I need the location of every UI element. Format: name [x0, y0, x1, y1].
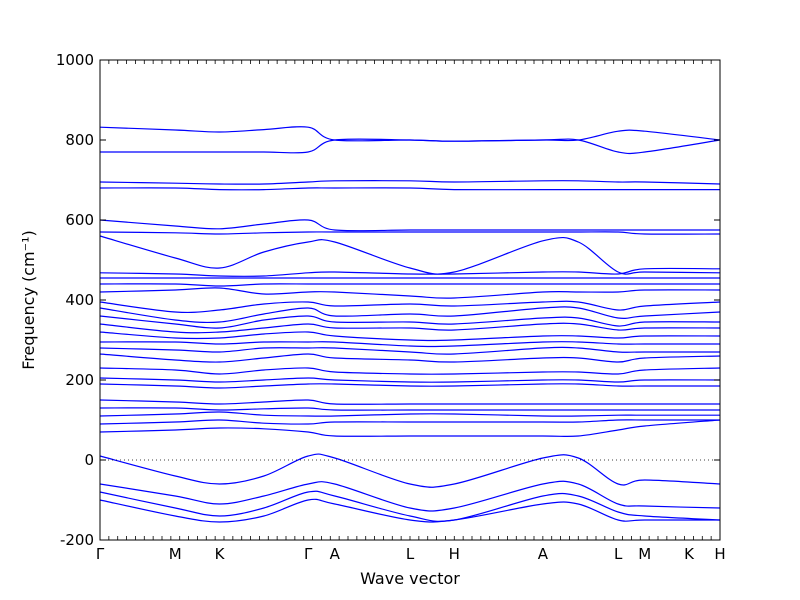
x-tick-label: A	[538, 545, 549, 563]
band-line	[99, 126, 721, 142]
band-line	[99, 235, 721, 275]
y-axis-label: Frequency (cm⁻¹)	[19, 230, 38, 369]
x-tick-label: L	[406, 545, 415, 563]
band-line	[99, 180, 721, 185]
band-line	[99, 306, 721, 324]
band-lines	[99, 126, 721, 523]
band-line	[99, 267, 721, 277]
band-line	[99, 341, 720, 348]
band-line	[99, 419, 720, 425]
band-line	[99, 219, 720, 232]
x-tick-label: M	[638, 545, 651, 563]
band-line	[99, 283, 720, 287]
x-tick-label: K	[684, 545, 695, 563]
y-tick-label: 600	[65, 211, 94, 229]
band-line	[99, 322, 721, 334]
x-tick-label: Γ	[96, 545, 105, 563]
x-tick-label: A	[330, 545, 341, 563]
band-line	[99, 498, 720, 523]
x-tick-label: H	[714, 545, 725, 563]
y-tick-label: -200	[60, 531, 94, 549]
band-line	[99, 300, 721, 314]
band-line	[99, 231, 721, 235]
x-tick-label: M	[169, 545, 182, 563]
band-line	[99, 353, 721, 363]
band-line	[99, 367, 721, 375]
plot-frame	[99, 59, 721, 541]
band-line	[99, 419, 721, 438]
band-line	[99, 187, 720, 191]
x-tick-label: K	[215, 545, 226, 563]
band-line	[99, 480, 721, 512]
band-line	[99, 287, 721, 299]
y-axis-ticks: -200 0 200 400 600 800 1000	[56, 51, 720, 549]
band-line	[99, 407, 720, 411]
x-tick-label: H	[449, 545, 460, 563]
band-line	[99, 411, 720, 417]
band-line	[99, 399, 720, 405]
band-line	[99, 331, 721, 342]
band-line	[99, 377, 721, 383]
y-tick-label: 0	[84, 451, 94, 469]
x-tick-label: L	[614, 545, 623, 563]
y-tick-label: 200	[65, 371, 94, 389]
x-tick-label: Γ	[304, 545, 313, 563]
band-line	[99, 490, 721, 522]
band-line	[99, 315, 721, 329]
y-tick-label: 800	[65, 131, 94, 149]
y-tick-label: 1000	[56, 51, 94, 69]
x-axis-label: Wave vector	[360, 569, 460, 588]
band-line	[99, 383, 720, 389]
band-line	[99, 453, 721, 488]
band-line	[99, 138, 721, 155]
band-line	[99, 346, 720, 355]
y-tick-label: 400	[65, 291, 94, 309]
